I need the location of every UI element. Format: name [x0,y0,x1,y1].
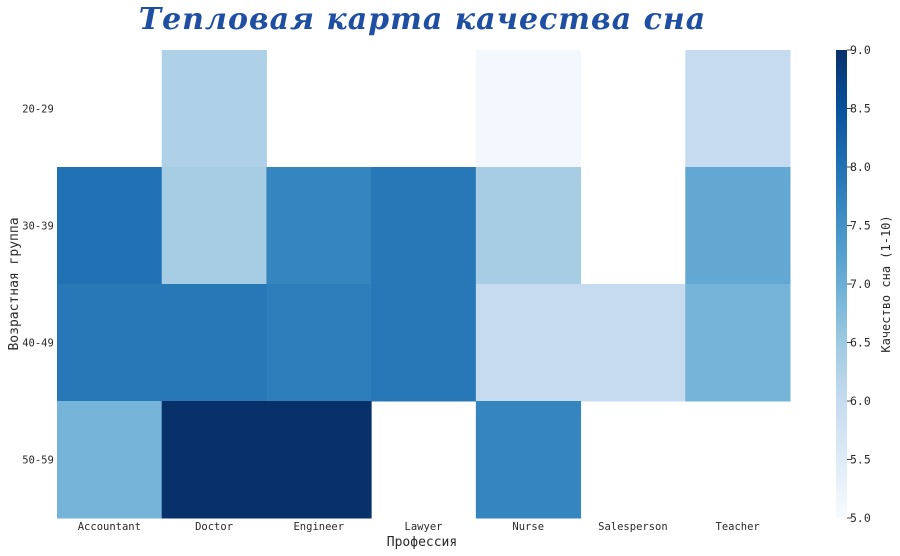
colorbar-tick-label: 8.5 [850,102,871,116]
colorbar [836,50,847,518]
heatmap-cell [685,50,791,168]
chart-title: Тепловая карта качества сна [138,2,707,37]
y-tick-label: 30-39 [22,221,54,233]
colorbar-tick-label: 5.0 [850,511,871,525]
y-tick-label: 50-59 [22,455,54,467]
heatmap-cells [57,50,791,519]
heatmap-cell [161,284,267,402]
colorbar-title: Качество сна (1-10) [879,215,893,352]
heatmap-cell [371,284,477,402]
x-tick-label: Engineer [293,521,344,533]
heatmap-cell [161,167,267,285]
colorbar-ticks: 5.0 5.5 6.0 6.5 7.0 7.5 8.0 8.5 9.0 [847,43,871,525]
x-tick-label: Nurse [512,521,544,533]
heatmap-cell [161,50,267,168]
heatmap-cell [685,284,791,402]
x-axis-ticks: Accountant Doctor Engineer Lawyer Nurse Sales… [78,521,760,533]
x-tick-label: Doctor [195,521,233,533]
heatmap-cell [57,284,163,402]
colorbar-tick-label: 9.0 [850,43,871,57]
heatmap-cell [475,167,582,285]
heatmap-cell [266,284,372,402]
x-tick-label: Teacher [716,521,760,533]
heatmap-cell [475,401,582,519]
colorbar-tick-label: 6.0 [850,394,871,408]
colorbar-tick-label: 7.5 [850,219,871,233]
colorbar-tick-label: 6.5 [850,336,871,350]
heatmap-cell [57,167,163,285]
heatmap-cell [371,167,477,285]
heatmap-cell [266,401,372,519]
heatmap-cell [475,284,582,402]
heatmap-cell [57,401,163,519]
y-tick-label: 40-49 [22,338,54,350]
colorbar-tick-label: 7.0 [850,277,871,291]
heatmap-cell [161,401,267,519]
y-axis-label: Возрастная группа [7,217,22,350]
heatmap-cell [685,167,791,285]
colorbar-tick-label: 5.5 [850,453,871,467]
y-tick-label: 20-29 [22,104,54,116]
heatmap-cell [266,167,372,285]
y-axis-ticks: 20-29 30-39 40-49 50-59 [22,104,54,467]
x-tick-label: Accountant [78,521,141,533]
colorbar-tick-label: 8.0 [850,160,871,174]
x-axis-label: Профессия [387,535,457,550]
x-tick-label: Lawyer [405,521,443,533]
heatmap-cell [475,50,582,168]
heatmap-cell [580,284,686,402]
x-tick-label: Salesperson [598,521,668,533]
